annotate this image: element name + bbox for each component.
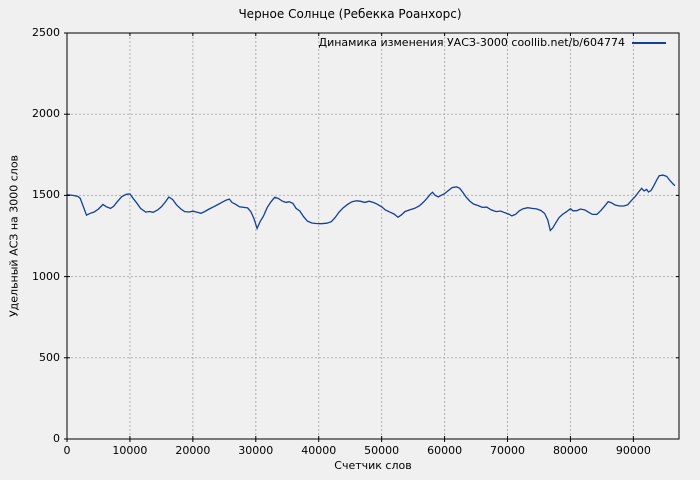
x-axis-label: Счетчик слов (334, 459, 412, 472)
y-tick-label: 2500 (32, 26, 60, 39)
x-tick-label: 30000 (238, 444, 274, 457)
x-tick-label: 70000 (490, 444, 525, 457)
chart-title: Черное Солнце (Ребекка Роанхорс) (238, 7, 462, 21)
data-series-line (66, 174, 676, 232)
y-axis-label: Удельный АСЗ на 3000 слов (7, 154, 21, 318)
x-tick-label: 90000 (615, 444, 651, 457)
legend-label: Динамика изменения УАСЗ-3000 coollib.net… (318, 36, 626, 49)
x-tick-label: 50000 (364, 444, 400, 457)
legend: Динамика изменения УАСЗ-3000 coollib.net… (318, 36, 666, 49)
x-tick-label: 40000 (301, 444, 337, 457)
y-tick-label: 1000 (32, 269, 60, 283)
y-tick-label: 0 (53, 432, 60, 445)
x-tick-label: 60000 (427, 444, 463, 457)
x-tick-label: 80000 (552, 444, 588, 457)
x-tick-label: 20000 (175, 444, 211, 457)
plot-border (66, 32, 680, 440)
x-tick-label: 0 (63, 444, 71, 457)
y-tick-label: 500 (39, 350, 60, 364)
y-tick-label: 1500 (32, 188, 60, 202)
legend-line-sample (632, 41, 666, 44)
x-tick-label: 10000 (112, 444, 148, 457)
y-tick-label: 2000 (32, 107, 60, 121)
